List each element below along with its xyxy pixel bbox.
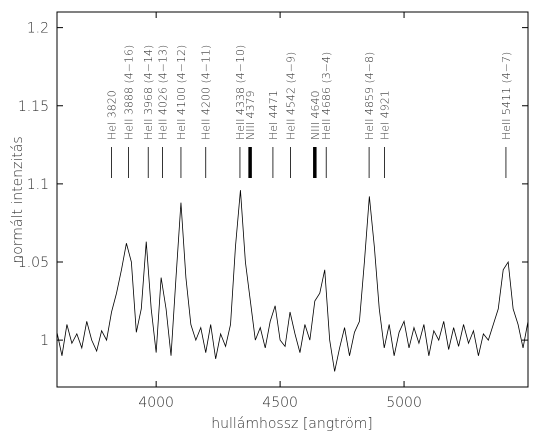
line-label: HeII 4026 (4−13) [157,45,170,140]
line-label: HeII 4338 (4−10) [234,45,247,140]
line-label: HeI 4921 [378,90,391,140]
line-label: HeI 3820 [106,90,119,140]
y-tick-label: 1.1 [27,177,49,193]
line-label: HeII 5411 (4−7) [500,52,513,140]
plot-frame [56,11,529,388]
line-label: HeII 4859 (4−8) [363,52,376,140]
x-axis-title: hullámhossz [angtröm] [211,416,373,432]
line-label: HeII 4100 (4−12) [175,45,188,140]
line-label: HeII 3888 (4−16) [122,45,135,140]
line-label: HeII 4542 (4−9) [285,52,298,140]
line-label: HeII 3968 (4−14) [142,45,155,140]
y-axis-title: normált intenzitás [10,136,26,263]
line-label: HeII 4686 (3−4) [320,52,333,140]
y-tick-label: 1.15 [18,99,49,115]
x-tick-label: 5000 [386,395,422,411]
line-label: HeI 4471 [267,90,280,140]
x-tick-label: 4000 [138,395,174,411]
line-label: NIII 4640 [309,91,322,140]
y-tick-label: 1.2 [27,21,49,37]
line-label: NIII 4379 [244,91,257,140]
y-tick-label: 1.05 [18,255,49,271]
y-tick-label: 1 [40,333,49,349]
spectrum-line [56,190,529,372]
x-tick-label: 4500 [262,395,298,411]
line-label: HeII 4200 (4−11) [200,45,213,140]
